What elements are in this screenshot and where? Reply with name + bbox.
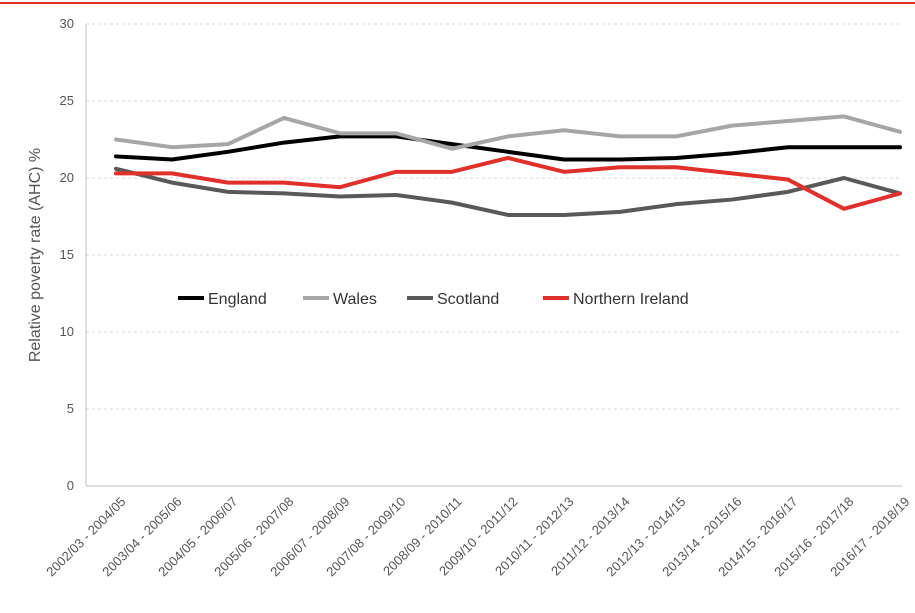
legend-label-northern-ireland: Northern Ireland xyxy=(573,291,689,308)
legend: England Wales Scotland Northern Ireland xyxy=(178,291,689,308)
y-tick-label: 25 xyxy=(60,93,74,108)
legend-label-wales: Wales xyxy=(333,291,377,308)
y-tick-label: 10 xyxy=(60,324,74,339)
series-lines xyxy=(114,114,902,217)
y-axis-title: Relative poverty rate (AHC) % xyxy=(27,148,44,362)
legend-label-scotland: Scotland xyxy=(437,291,499,308)
y-axis: 0 5 10 15 20 25 30 xyxy=(60,16,87,493)
y-tick-label: 30 xyxy=(60,16,74,31)
series-line-scotland xyxy=(114,166,902,217)
y-tick-label: 20 xyxy=(60,170,74,185)
series-line-wales xyxy=(114,114,902,151)
y-tick-label: 0 xyxy=(67,478,74,493)
series-line-northern-ireland xyxy=(114,155,902,211)
legend-label-england: England xyxy=(208,291,267,308)
gridlines xyxy=(86,23,902,410)
y-tick-label: 5 xyxy=(67,401,74,416)
series-line-england xyxy=(114,134,902,162)
y-tick-label: 15 xyxy=(60,247,74,262)
